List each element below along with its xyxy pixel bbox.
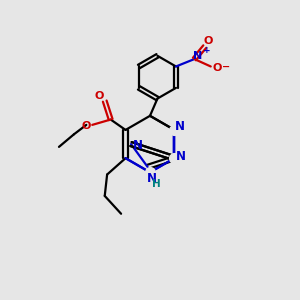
Text: +: + xyxy=(203,46,211,55)
Text: O: O xyxy=(95,91,104,101)
Text: N: N xyxy=(193,51,202,61)
Text: N: N xyxy=(133,139,142,152)
Text: H: H xyxy=(152,179,161,189)
Text: O: O xyxy=(213,63,222,73)
Text: O: O xyxy=(204,36,213,46)
Text: N: N xyxy=(146,172,157,185)
Text: N: N xyxy=(175,120,185,133)
Text: −: − xyxy=(222,62,230,72)
Text: N: N xyxy=(176,150,186,163)
Text: O: O xyxy=(82,121,91,131)
